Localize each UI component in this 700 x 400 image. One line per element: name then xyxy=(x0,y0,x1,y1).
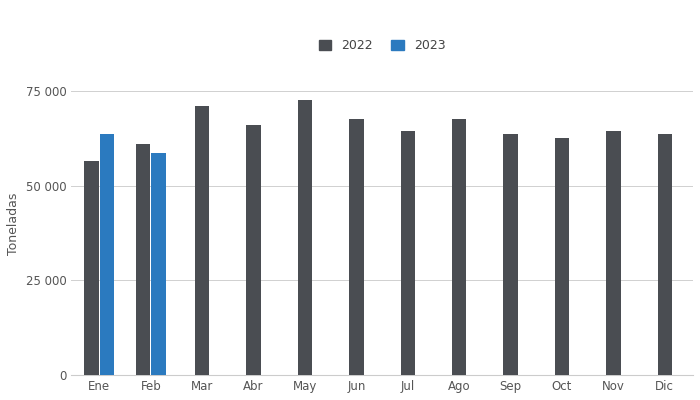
Bar xyxy=(657,134,672,375)
Bar xyxy=(555,138,569,375)
Bar xyxy=(452,119,466,375)
Bar xyxy=(400,130,415,375)
Bar xyxy=(349,119,363,375)
Bar xyxy=(298,100,312,375)
Bar xyxy=(606,130,621,375)
Bar xyxy=(503,134,518,375)
Legend: 2022, 2023: 2022, 2023 xyxy=(315,36,449,56)
Bar xyxy=(100,134,114,375)
Bar xyxy=(246,125,261,375)
Bar xyxy=(195,106,209,375)
Y-axis label: Toneladas: Toneladas xyxy=(7,192,20,255)
Bar xyxy=(151,153,166,375)
Bar xyxy=(136,144,150,375)
Bar xyxy=(85,161,99,375)
